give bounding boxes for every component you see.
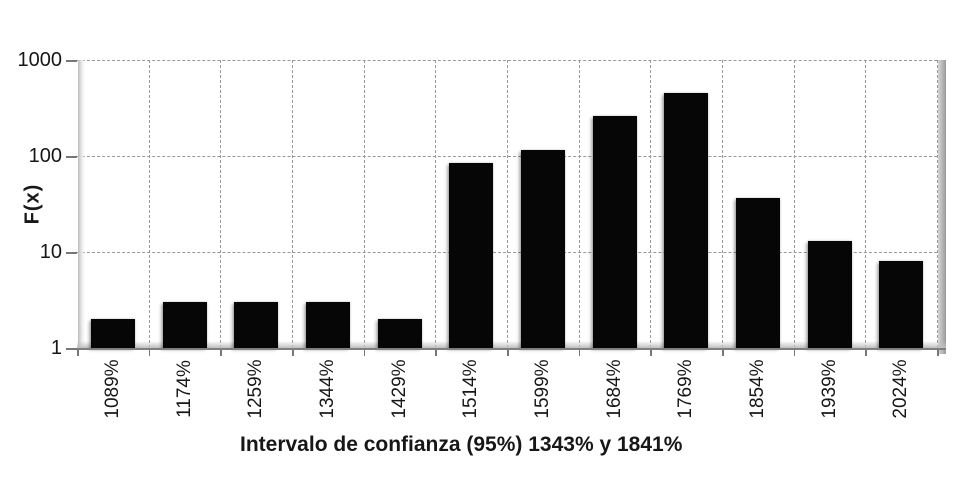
plot-right-wall (938, 60, 946, 354)
vertical-gridline (722, 60, 723, 348)
x-axis-tick (793, 348, 796, 356)
x-axis-title: Intervalo de confianza (95%) 1343% y 184… (240, 433, 683, 456)
vertical-gridline (507, 60, 508, 348)
vertical-gridline (578, 60, 580, 348)
y-axis-tick (66, 156, 77, 158)
x-axis-tick (363, 348, 366, 356)
vertical-gridline (363, 60, 365, 348)
x-axis-line (77, 348, 946, 350)
vertical-gridline (292, 60, 293, 348)
x-axis-tick-label: 1429% (388, 359, 410, 419)
x-axis-tick-label: 1344% (316, 359, 338, 419)
bar (377, 319, 422, 348)
x-axis-tick (722, 348, 724, 356)
bar (807, 241, 852, 348)
x-axis-tick (148, 348, 151, 356)
x-axis-tick (650, 348, 652, 356)
y-axis-tick-label: 100 (28, 145, 62, 167)
x-axis-tick (507, 348, 509, 356)
y-axis-tick-label: 1 (50, 337, 62, 359)
x-axis-tick (292, 348, 294, 356)
bar (735, 197, 780, 348)
x-axis-tick (578, 348, 581, 356)
x-axis-tick (435, 348, 437, 356)
x-axis-tick-label: 1684% (603, 359, 625, 419)
vertical-gridline (148, 60, 150, 348)
bar (449, 162, 494, 348)
vertical-gridline (435, 60, 437, 348)
y-axis-tick-label: 1000 (17, 49, 63, 71)
y-axis-tick-label: 10 (39, 241, 62, 263)
bar (305, 302, 350, 348)
y-axis-tick (66, 348, 77, 350)
x-axis-tick (937, 348, 939, 356)
vertical-gridline (650, 60, 652, 348)
x-axis-tick (77, 348, 79, 356)
x-axis-tick (220, 348, 222, 356)
bar (664, 93, 709, 348)
x-axis-tick-label: 1599% (531, 359, 553, 419)
x-axis-tick-label: 1174% (173, 360, 195, 418)
bar (90, 319, 135, 348)
y-axis-tick (66, 60, 77, 62)
x-axis-tick-label: 1769% (675, 359, 697, 419)
x-axis-tick-label: 1259% (245, 359, 267, 419)
bar (520, 150, 565, 348)
x-axis-tick-label: 1514% (460, 359, 482, 419)
bar (162, 302, 207, 348)
y-axis-tick (66, 252, 77, 254)
vertical-gridline (865, 60, 867, 348)
bar (592, 116, 637, 348)
x-axis-tick-label: 1854% (746, 359, 768, 419)
bar (879, 261, 924, 348)
x-axis-tick-label: 1939% (818, 359, 840, 419)
plot-left-wall (78, 60, 85, 348)
plot-floor-shadow (77, 341, 946, 348)
bar (234, 302, 279, 348)
vertical-gridline (793, 60, 795, 348)
vertical-gridline (937, 60, 938, 348)
x-axis-tick (865, 348, 867, 356)
vertical-gridline (220, 60, 222, 348)
y-axis-title: F(x) (21, 183, 44, 225)
x-axis-tick-label: 1089% (101, 359, 123, 419)
x-axis-tick-label: 2024% (890, 359, 912, 419)
